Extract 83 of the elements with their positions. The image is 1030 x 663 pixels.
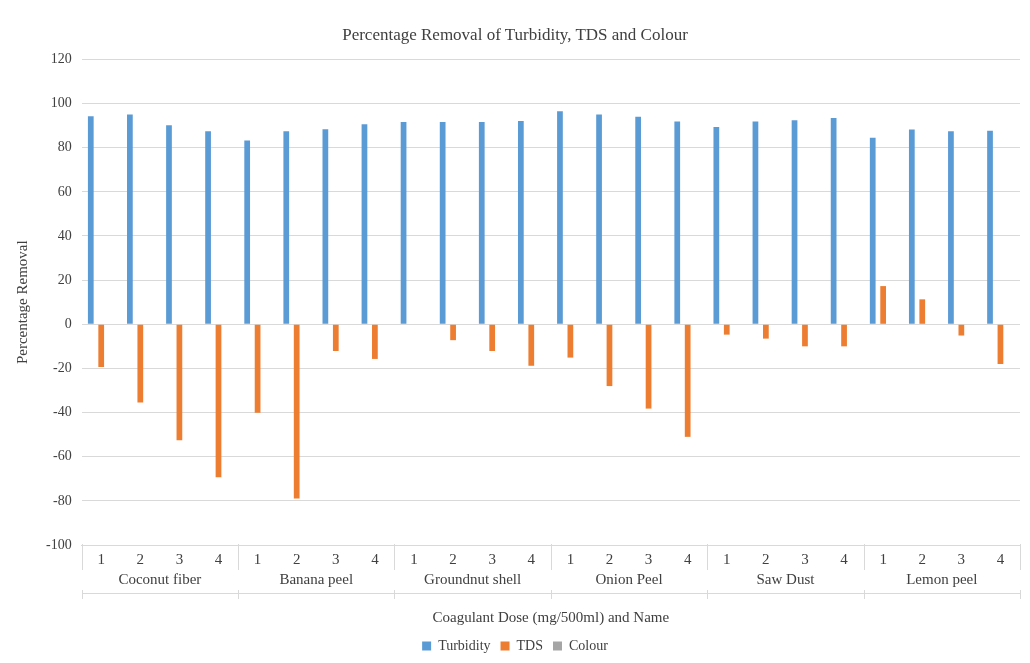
x-tick-label: 2 — [605, 550, 614, 567]
y-tick-label: -60 — [52, 448, 72, 464]
bar — [596, 114, 602, 324]
x-tick-label: 2 — [918, 550, 927, 567]
text: Onion Peel — [595, 570, 663, 587]
bar — [293, 324, 300, 499]
bar — [723, 324, 730, 335]
x-tick-label: 4 — [683, 550, 692, 567]
bar — [763, 324, 769, 339]
bar — [127, 114, 133, 324]
y-tick-label: 60 — [57, 183, 72, 199]
chart-title: Percentage Removal of Turbidity, TDS and Colour — [342, 24, 689, 44]
x-axis-title: Coagulant Dose (mg/500ml) and Name — [432, 608, 670, 626]
x-tick-label: 4 — [996, 550, 1005, 567]
x-tick-label: 4 — [840, 550, 849, 567]
legend-label: TDS — [516, 637, 543, 653]
bar — [948, 131, 954, 324]
bar — [439, 122, 446, 324]
x-tick-label: 3 — [332, 550, 340, 567]
x-tick-label: 1 — [723, 550, 731, 567]
bar — [372, 324, 378, 359]
y-tick-label: 40 — [57, 227, 72, 243]
bar — [87, 116, 94, 324]
y-tick-label: 80 — [57, 139, 72, 155]
bar — [830, 117, 837, 324]
x-tick-label: 3 — [644, 550, 653, 567]
bar — [283, 131, 290, 324]
bar — [557, 111, 563, 324]
y-tick-label: -20 — [52, 360, 72, 376]
x-tick-label: 4 — [527, 550, 536, 567]
bar — [987, 130, 993, 324]
x-tick-label: 3 — [488, 550, 496, 567]
y-axis-title: Percentage Removal — [13, 240, 30, 365]
bar — [205, 131, 211, 324]
legend-label: Colour — [568, 637, 609, 653]
bar — [841, 324, 847, 347]
bar — [880, 286, 887, 324]
y-tick-label: 100 — [50, 95, 72, 111]
bar — [450, 324, 456, 341]
bar — [244, 140, 251, 324]
text: Banana peel — [279, 570, 354, 587]
text: Saw Dust — [756, 570, 816, 587]
text: Lemon peel — [906, 570, 978, 587]
bar — [478, 122, 485, 324]
bar — [98, 324, 105, 368]
y-tick-label: 20 — [57, 271, 72, 287]
bar — [869, 137, 876, 324]
bar — [137, 324, 144, 403]
bar — [684, 324, 691, 437]
bar — [517, 120, 524, 324]
bar — [332, 324, 339, 351]
bar — [489, 324, 496, 351]
bar — [674, 121, 681, 324]
x-tick-label: 1 — [97, 550, 105, 567]
y-tick-label: -100 — [45, 536, 72, 552]
x-tick-label: 3 — [801, 550, 809, 567]
y-tick-label: 0 — [64, 315, 72, 331]
bar — [802, 324, 808, 347]
x-tick-label: 3 — [175, 550, 184, 567]
y-tick-label: -80 — [52, 492, 72, 508]
text: Groundnut shell — [424, 570, 522, 587]
x-tick-label: 1 — [410, 550, 418, 567]
x-tick-label: 1 — [879, 550, 887, 567]
x-tick-label: 2 — [136, 550, 145, 567]
x-tick-label: 4 — [371, 550, 380, 567]
bar — [713, 126, 720, 324]
y-tick-label: 120 — [50, 51, 72, 67]
text: Coconut fiber — [118, 570, 202, 587]
x-tick-label: 2 — [762, 550, 770, 567]
bar — [635, 116, 642, 324]
x-tick-label: 4 — [214, 550, 223, 567]
bar — [528, 324, 535, 366]
x-tick-label: 1 — [566, 550, 575, 567]
y-tick-label: -40 — [52, 404, 72, 420]
x-tick-label: 1 — [253, 550, 262, 567]
x-tick-label: 2 — [292, 550, 301, 567]
bar — [958, 324, 965, 336]
bar — [919, 299, 926, 324]
x-tick-label: 2 — [449, 550, 457, 567]
bar — [166, 125, 172, 324]
x-tick-label: 3 — [957, 550, 966, 567]
legend-label: Turbidity — [438, 637, 491, 653]
bar — [908, 129, 915, 324]
